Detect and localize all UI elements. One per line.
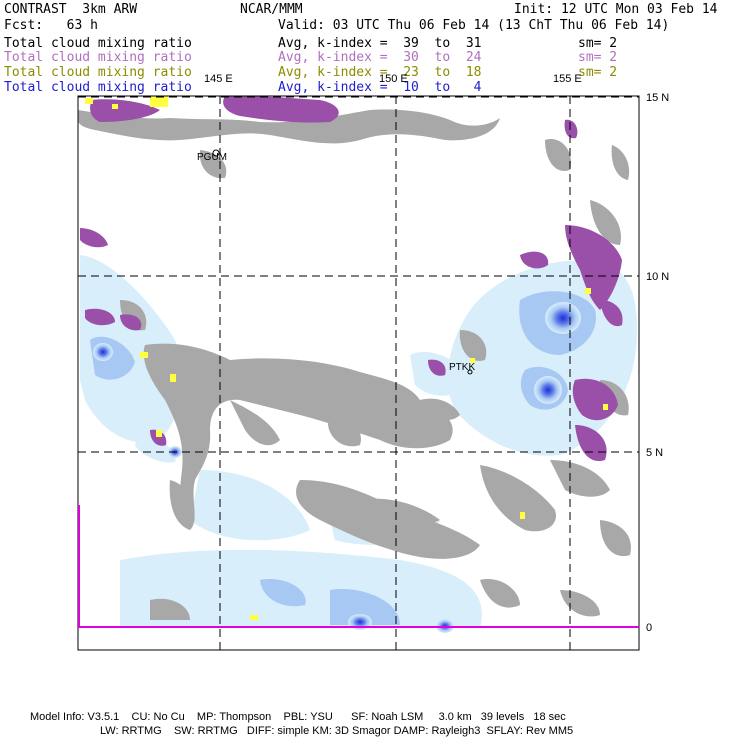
lat-label-10n: 10 N <box>646 271 670 283</box>
purple-cloud-areas <box>80 96 623 462</box>
gray-cloud-areas <box>78 109 631 620</box>
field-avg-1: Avg, k-index = 39 to 31 <box>278 36 482 51</box>
field-name-1: Total cloud mixing ratio <box>4 36 192 51</box>
map-frame <box>77 95 640 651</box>
lon-label-145e: 145 E <box>204 73 233 85</box>
valid-time: Valid: 03 UTC Thu 06 Feb 14 (13 ChT Thu … <box>278 18 670 33</box>
lon-label-150e: 150 E <box>379 73 408 85</box>
lat-label-5n: 5 N <box>646 447 664 459</box>
domain-boundary <box>78 505 639 628</box>
field-sm-3: sm= 2 <box>578 65 618 80</box>
field-avg-4: Avg, k-index = 10 to 4 <box>278 80 482 95</box>
lat-label-15n: 15 N <box>646 92 670 104</box>
init-time: Init: 12 UTC Mon 03 Feb 14 <box>514 2 718 17</box>
center-label: NCAR/MMM <box>240 2 303 17</box>
station-markers <box>212 149 473 375</box>
station-label-pgum: PGUM <box>197 152 227 163</box>
field-name-3: Total cloud mixing ratio <box>4 65 192 80</box>
field-sm-2: sm= 2 <box>578 50 618 65</box>
lat-lon-grid <box>78 96 639 650</box>
light-blue-cloud-areas <box>80 255 637 628</box>
model-title: CONTRAST 3km ARW <box>4 2 138 17</box>
lat-label-0: 0 <box>646 622 653 634</box>
forecast-hour: Fcst: 63 h <box>4 18 98 33</box>
field-sm-1: sm= 2 <box>578 36 618 51</box>
yellow-cloud-areas <box>85 96 608 620</box>
field-name-4: Total cloud mixing ratio <box>4 80 192 95</box>
field-avg-2: Avg, k-index = 30 to 24 <box>278 50 482 65</box>
model-info-line1: Model Info: V3.5.1 CU: No Cu MP: Thompso… <box>30 711 566 723</box>
field-avg-3: Avg, k-index = 23 to 18 <box>278 65 482 80</box>
field-name-2: Total cloud mixing ratio <box>4 50 192 65</box>
model-info-line2: LW: RRTMG SW: RRTMG DIFF: simple KM: 3D … <box>100 725 574 737</box>
station-label-ptkk: PTKK <box>449 362 476 373</box>
lon-label-155e: 155 E <box>553 73 582 85</box>
